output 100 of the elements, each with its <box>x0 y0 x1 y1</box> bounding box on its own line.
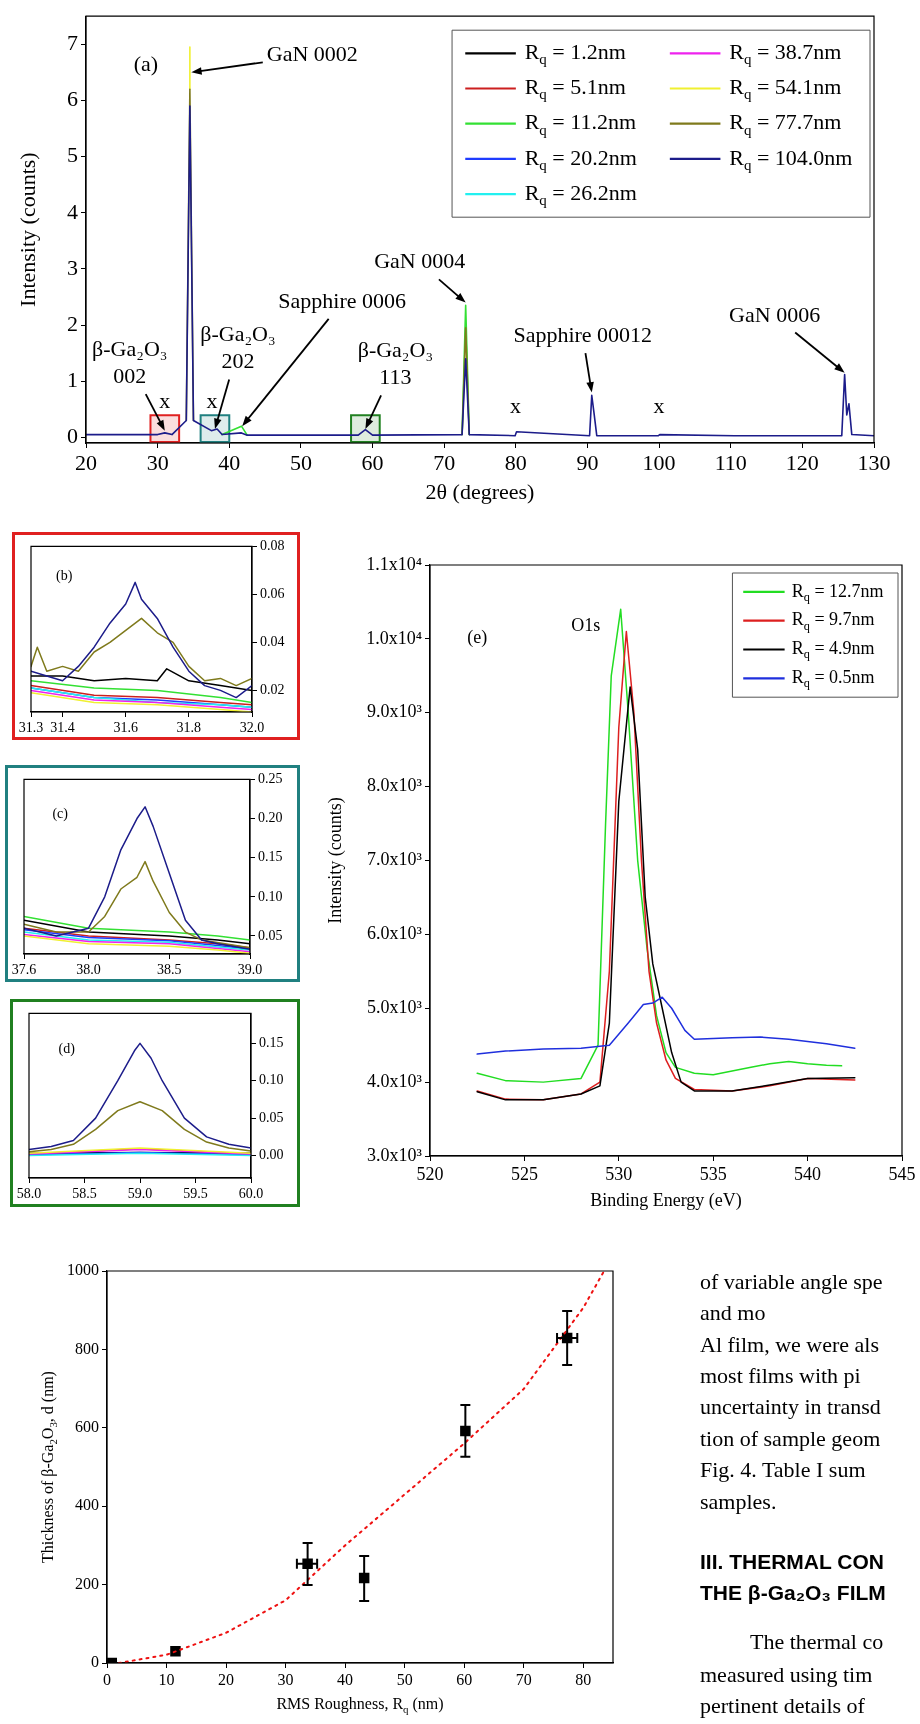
x-tick-label: 59.0 <box>127 1186 153 1202</box>
x-tick-label: 120 <box>785 449 819 475</box>
annotation: GaN 0004 <box>374 248 466 274</box>
y-tick-label: 600 <box>75 1418 99 1435</box>
text: pertinent details of <box>700 1693 865 1719</box>
x-axis-title: 2θ (degrees) <box>425 479 535 505</box>
annotation: β-Ga₂O₃ 113 <box>357 336 434 390</box>
annotation: x <box>509 392 521 418</box>
annotation: Sapphire 0006 <box>278 287 407 313</box>
x-tick-label: 37.6 <box>11 962 37 978</box>
x-tick-label: 50 <box>396 1670 413 1688</box>
annotation: Sapphire 00012 <box>513 322 653 348</box>
x-tick-label: 520 <box>416 1163 444 1184</box>
caption: Fig. 4. Table I sum <box>700 1457 866 1483</box>
x-tick-label: 90 <box>576 449 599 475</box>
y-tick-label: 1 <box>67 367 78 393</box>
x-tick-label: 31.4 <box>50 720 75 736</box>
x-tick-label: 38.0 <box>76 962 101 978</box>
x-tick-label: 31.6 <box>113 720 138 736</box>
y2-tick-label: 0.10 <box>259 1072 284 1088</box>
x-tick-label: 535 <box>699 1163 727 1184</box>
y-tick-label: 0 <box>91 1653 99 1671</box>
y-tick-label: 4.0x10³ <box>367 1070 423 1091</box>
x-tick-label: 545 <box>888 1163 916 1184</box>
text: Al film, we were als <box>700 1332 879 1358</box>
x-tick-label: 110 <box>714 449 747 475</box>
y-tick-label: 3 <box>67 254 78 280</box>
annotation: x <box>653 392 665 418</box>
x-tick-label: 38.5 <box>157 962 182 978</box>
x-tick-label: 60 <box>456 1670 473 1688</box>
x-tick-label: 30 <box>277 1670 294 1688</box>
annotation: (c) <box>52 805 69 822</box>
text: of variable angle spe <box>700 1269 883 1295</box>
text: III. THERMAL CON <box>700 1550 884 1574</box>
text: and mo <box>700 1300 766 1326</box>
x-tick-label: 70 <box>433 449 456 475</box>
x-tick-label: 40 <box>337 1670 354 1688</box>
annotation: GaN 0006 <box>729 301 821 327</box>
y-tick-label: 6 <box>67 86 78 112</box>
y2-tick-label: 0.05 <box>258 927 283 943</box>
y2-tick-label: 0.15 <box>258 849 283 865</box>
y2-tick-label: 0.20 <box>258 810 283 826</box>
y-tick-label: 800 <box>75 1339 99 1357</box>
y-tick-label: 5.0x10³ <box>367 996 423 1017</box>
x-tick-label: 20 <box>75 449 97 475</box>
x-tick-label: 32.0 <box>239 720 265 736</box>
y2-tick-label: 0.02 <box>260 682 285 698</box>
text: THE β-Ga₂O₃ FILM <box>700 1581 886 1605</box>
x-tick-label: 40 <box>218 449 241 475</box>
y2-tick-label: 0.05 <box>259 1109 284 1125</box>
x-tick-label: 530 <box>605 1163 633 1184</box>
annotation: (a) <box>133 51 159 77</box>
y-tick-label: 5 <box>67 142 78 168</box>
x-tick-label: 31.8 <box>176 720 202 736</box>
y-tick-label: 2 <box>67 310 78 336</box>
y-tick-label: 1.0x10⁴ <box>366 627 422 648</box>
y-tick-label: 7 <box>67 30 78 56</box>
y-tick-label: 4 <box>67 198 78 224</box>
x-tick-label: 80 <box>575 1670 592 1688</box>
x-axis-title: Binding Energy (eV) <box>590 1190 742 1212</box>
y-tick-label: 400 <box>75 1496 99 1514</box>
text: The thermal co <box>750 1629 884 1655</box>
y2-tick-label: 0.25 <box>258 771 283 787</box>
y2-tick-label: 0.10 <box>258 888 283 904</box>
y2-tick-label: 0.15 <box>259 1035 284 1050</box>
x-tick-label: 59.5 <box>183 1186 208 1202</box>
y-axis-title: Intensity (counts) <box>325 797 347 924</box>
y-tick-label: 200 <box>75 1574 99 1592</box>
x-tick-label: 58.0 <box>16 1186 42 1202</box>
x-tick-label: 30 <box>146 449 169 475</box>
y2-tick-label: 0.08 <box>260 538 285 554</box>
x-tick-label: 0 <box>103 1670 111 1688</box>
x-tick-label: 80 <box>504 449 527 475</box>
annotation: GaN 0002 <box>266 41 358 67</box>
annotation: O1s <box>571 614 601 635</box>
y-tick-label: 9.0x10³ <box>367 701 423 722</box>
annotation: x <box>206 388 218 414</box>
x-tick-label: 20 <box>218 1670 235 1688</box>
x-tick-label: 31.3 <box>18 720 44 736</box>
x-tick-label: 70 <box>515 1670 532 1688</box>
annotation: β-Ga₂O₃ 202 <box>200 320 276 374</box>
x-tick-label: 39.0 <box>237 962 263 978</box>
x-tick-label: 130 <box>857 449 891 475</box>
x-tick-label: 100 <box>642 449 676 475</box>
y-tick-label: 6.0x10³ <box>367 923 423 944</box>
text: tion of sample geom <box>700 1426 881 1452</box>
annotation: (b) <box>55 567 73 584</box>
x-tick-label: 60.0 <box>238 1186 264 1202</box>
x-tick-label: 58.5 <box>72 1186 97 1202</box>
annotation: x <box>159 388 171 414</box>
text: measured using tim <box>700 1662 873 1688</box>
y-tick-label: 3.0x10³ <box>367 1144 423 1165</box>
x-tick-label: 50 <box>289 449 312 475</box>
annotation: (e) <box>467 627 488 649</box>
y-tick-label: 7.0x10³ <box>367 849 423 870</box>
x-tick-label: 60 <box>361 449 384 475</box>
y-axis-title: Intensity (counts) <box>15 152 41 307</box>
annotation: (d) <box>58 1041 76 1058</box>
text: uncertainty in transd <box>700 1394 881 1420</box>
y-tick-label: 8.0x10³ <box>367 775 423 796</box>
